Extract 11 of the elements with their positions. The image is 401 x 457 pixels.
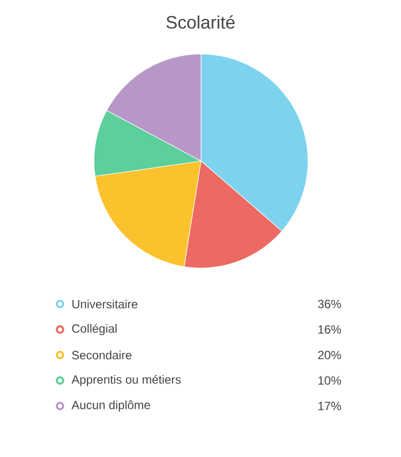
chart-title: Scolarité [166, 15, 235, 29]
data-label: 10% [318, 376, 342, 385]
legend-label: Secondaire [72, 350, 132, 360]
legend-label: Universitaire [72, 300, 138, 308]
data-label: 36% [318, 300, 342, 308]
legend-label: Aucun diplôme [72, 400, 150, 412]
legend-label: Collégial [72, 324, 117, 336]
data-label: 17% [318, 402, 342, 410]
data-label: 16% [318, 325, 342, 334]
data-label: 20% [318, 350, 342, 360]
legend-label: Apprentis ou métiers [72, 374, 181, 386]
